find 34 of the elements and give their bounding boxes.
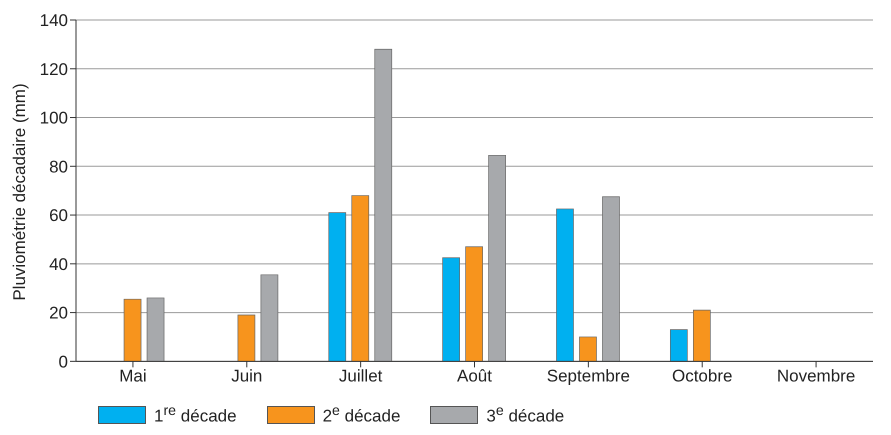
bar (442, 257, 460, 362)
bar (465, 246, 483, 362)
bar (238, 314, 256, 362)
y-tick-label: 40 (49, 254, 68, 274)
legend-label: 1$^{re}$ décade (154, 403, 237, 427)
bar (579, 336, 597, 362)
y-tick-label: 20 (49, 304, 68, 323)
y-axis-title: Pluviométrie décadaire (mm) (10, 83, 30, 301)
x-tick-label: Octobre (672, 366, 732, 386)
x-tick-label: Septembre (546, 366, 630, 386)
bar (374, 48, 392, 362)
y-tick-label: 140 (40, 11, 68, 30)
y-tick-label: 60 (49, 206, 68, 226)
bar (556, 208, 574, 362)
y-tick-label: 0 (58, 352, 68, 372)
bar (146, 298, 164, 362)
bar (351, 195, 370, 362)
legend-label: 2$^{e}$ décade (322, 403, 400, 427)
bar (692, 310, 711, 362)
bar (124, 298, 142, 362)
y-tick-label: 80 (49, 157, 68, 176)
x-tick-label: Août (457, 366, 492, 386)
legend-label: 3$^{e}$ décade (486, 403, 564, 427)
x-tick-label: Juillet (338, 366, 383, 386)
x-tick-label: Novembre (776, 366, 856, 386)
x-tick-label: Mai (119, 366, 147, 386)
y-tick-label: 100 (40, 108, 68, 128)
bar (602, 196, 620, 362)
x-tick-label: Juin (231, 366, 262, 386)
bar (328, 212, 346, 362)
bar (488, 154, 506, 362)
bar (260, 274, 278, 362)
bar (670, 329, 688, 362)
y-tick-label: 120 (40, 60, 68, 79)
